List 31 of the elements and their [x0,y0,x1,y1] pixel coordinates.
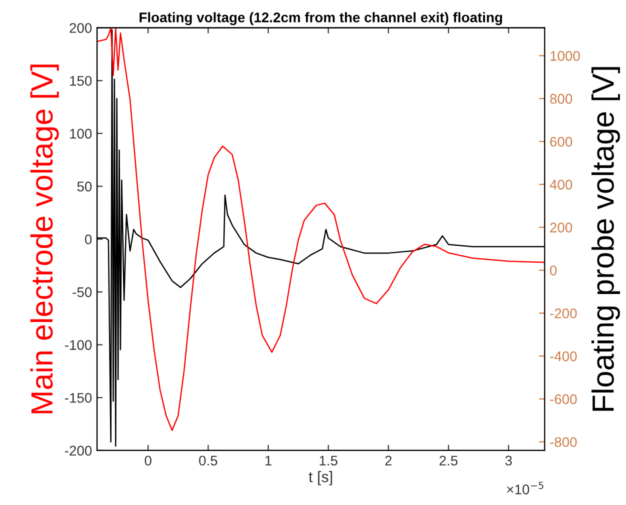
y-tick-label: -150 [64,392,92,403]
y2-tick-label: -800 [550,437,577,448]
y-tick-label: 0 [84,234,92,244]
x-axis-title: t [s] [308,471,332,486]
y-tick-label: 150 [70,76,92,86]
y2-axis-title: Floating probe voltage [V] [591,67,620,411]
y2-tick-label: -600 [550,394,577,404]
x-tick-label: 0.5 [199,456,218,466]
y-axis-title: Main electrode voltage [V] [30,64,59,414]
text: ×10$^{−5}$ [507,482,544,494]
x-tick-label: 1.5 [320,456,338,466]
y2-tick-label: -400 [550,351,577,362]
y-tick-label: 200 [70,23,92,33]
x-tick-label: 2.5 [440,456,458,466]
y2-tick-label: 1000 [550,51,580,61]
y-tick-label: -100 [64,340,92,350]
y-tick-label: 50 [77,182,92,192]
chart-title: Floating voltage (12.2cm from the channel exit) floating [140,12,502,26]
y-tick-label: -50 [72,287,92,298]
x-tick-label: 1 [265,456,272,466]
y2-tick-label: -200 [550,308,577,318]
x-tick-label: 2 [385,456,392,466]
y2-tick-label: 800 [550,94,572,104]
x-tick-label: 0 [144,456,152,466]
y2-tick-label: 600 [550,136,572,147]
y2-tick-label: 200 [550,222,572,232]
y2-tick-label: 0 [550,266,557,276]
x-tick-label: 3 [505,456,512,466]
y-tick-label: 100 [70,128,92,139]
y2-tick-label: 400 [550,180,572,190]
y-tick-label: -200 [64,446,92,456]
